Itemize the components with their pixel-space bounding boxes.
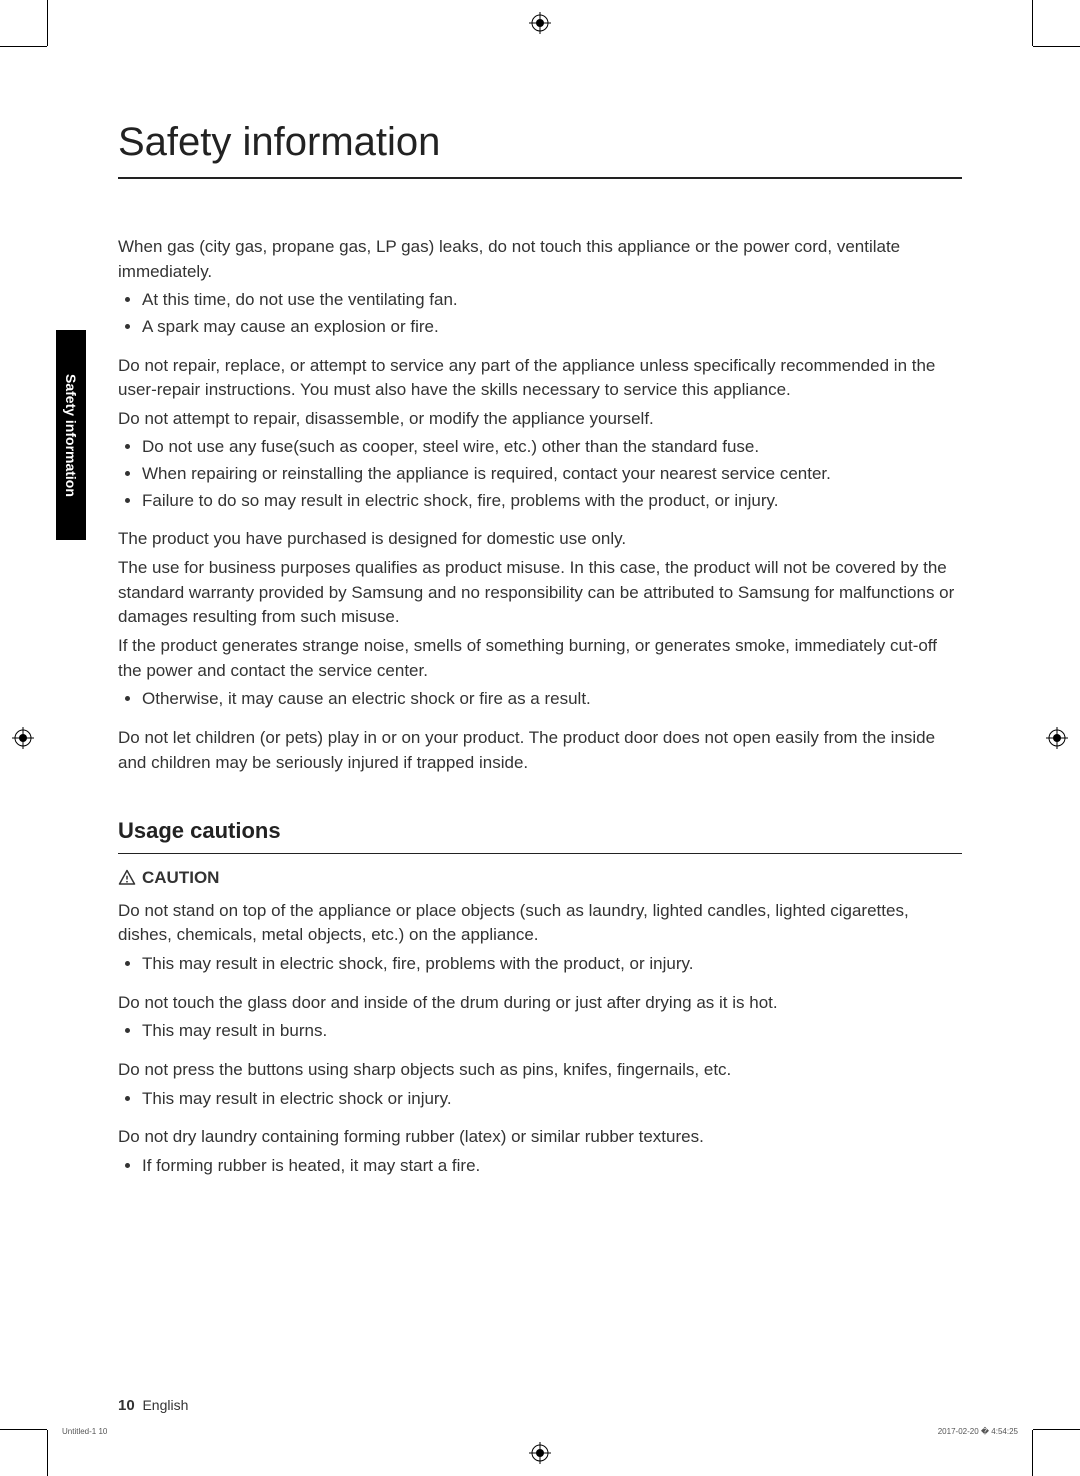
crop-mark <box>1032 0 1033 46</box>
caution-icon <box>118 869 136 887</box>
paragraph: Do not repair, replace, or attempt to se… <box>118 354 962 403</box>
print-metadata: Untitled-1 10 2017-02-20 � 4:54:25 <box>62 1427 1018 1436</box>
list-item: This may result in electric shock, fire,… <box>142 952 962 977</box>
body-text: When gas (city gas, propane gas, LP gas)… <box>118 235 962 1178</box>
list-item: This may result in burns. <box>142 1019 962 1044</box>
section-tab: Safety information <box>56 330 86 540</box>
paragraph: Do not touch the glass door and inside o… <box>118 991 962 1016</box>
crop-mark <box>1032 1430 1033 1476</box>
paragraph: Do not attempt to repair, disassemble, o… <box>118 407 962 432</box>
paragraph: Do not press the buttons using sharp obj… <box>118 1058 962 1083</box>
print-file-info: Untitled-1 10 <box>62 1427 107 1436</box>
page-number: 10 English <box>118 1397 188 1414</box>
list-item: At this time, do not use the ventilating… <box>142 288 962 313</box>
paragraph: Do not dry laundry containing forming ru… <box>118 1125 962 1150</box>
registration-mark-icon <box>529 1442 551 1464</box>
crop-mark <box>0 46 47 47</box>
paragraph: If the product generates strange noise, … <box>118 634 962 683</box>
list-item: If forming rubber is heated, it may star… <box>142 1154 962 1179</box>
crop-mark <box>47 0 48 46</box>
registration-mark-icon <box>1046 727 1068 749</box>
crop-mark <box>47 1430 48 1476</box>
caution-label: CAUTION <box>118 866 962 891</box>
crop-mark <box>1033 46 1080 47</box>
paragraph: The product you have purchased is design… <box>118 527 962 552</box>
list-item: This may result in electric shock or inj… <box>142 1087 962 1112</box>
page-title: Safety information <box>118 120 962 179</box>
page-number-value: 10 <box>118 1397 135 1414</box>
registration-mark-icon <box>12 727 34 749</box>
paragraph: Do not let children (or pets) play in or… <box>118 726 962 775</box>
list-item: A spark may cause an explosion or fire. <box>142 315 962 340</box>
paragraph: Do not stand on top of the appliance or … <box>118 899 962 948</box>
list-item: Do not use any fuse(such as cooper, stee… <box>142 435 962 460</box>
paragraph: When gas (city gas, propane gas, LP gas)… <box>118 235 962 284</box>
paragraph: The use for business purposes qualifies … <box>118 556 962 630</box>
print-timestamp: 2017-02-20 � 4:54:25 <box>938 1427 1018 1436</box>
subsection-heading: Usage cautions <box>118 815 962 854</box>
list-item: Otherwise, it may cause an electric shoc… <box>142 687 962 712</box>
caution-text: CAUTION <box>142 866 219 891</box>
page-language: English <box>142 1397 188 1413</box>
registration-mark-icon <box>529 12 551 34</box>
page-content: Safety information When gas (city gas, p… <box>118 120 962 1376</box>
crop-mark <box>1033 1429 1080 1430</box>
list-item: Failure to do so may result in electric … <box>142 489 962 514</box>
list-item: When repairing or reinstalling the appli… <box>142 462 962 487</box>
crop-mark <box>0 1429 47 1430</box>
